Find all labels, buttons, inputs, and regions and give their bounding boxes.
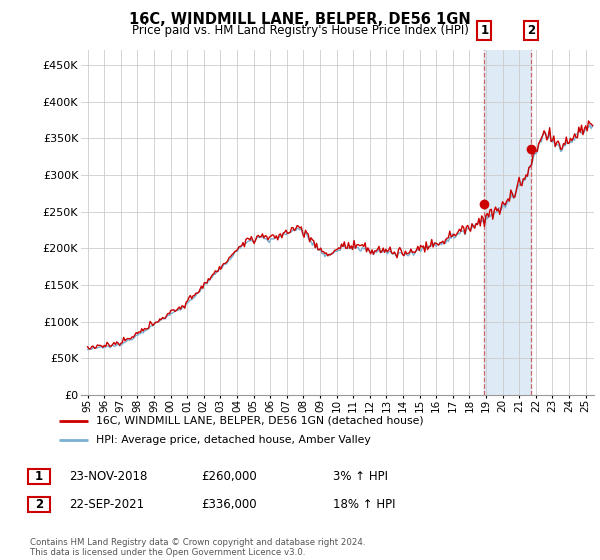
Text: 16C, WINDMILL LANE, BELPER, DE56 1GN (detached house): 16C, WINDMILL LANE, BELPER, DE56 1GN (de… <box>95 416 423 426</box>
Text: 1: 1 <box>35 470 43 483</box>
Text: HPI: Average price, detached house, Amber Valley: HPI: Average price, detached house, Ambe… <box>95 435 370 445</box>
Text: Contains HM Land Registry data © Crown copyright and database right 2024.
This d: Contains HM Land Registry data © Crown c… <box>30 538 365 557</box>
Text: 18% ↑ HPI: 18% ↑ HPI <box>333 498 395 511</box>
Text: 2: 2 <box>35 498 43 511</box>
Text: £260,000: £260,000 <box>201 470 257 483</box>
Bar <box>484 50 531 395</box>
Text: 2: 2 <box>527 24 535 36</box>
Text: 16C, WINDMILL LANE, BELPER, DE56 1GN: 16C, WINDMILL LANE, BELPER, DE56 1GN <box>129 12 471 27</box>
Text: Price paid vs. HM Land Registry's House Price Index (HPI): Price paid vs. HM Land Registry's House … <box>131 24 469 37</box>
Text: 23-NOV-2018: 23-NOV-2018 <box>69 470 148 483</box>
Text: £336,000: £336,000 <box>201 498 257 511</box>
Text: 22-SEP-2021: 22-SEP-2021 <box>69 498 144 511</box>
Text: 1: 1 <box>481 24 488 36</box>
Text: 3% ↑ HPI: 3% ↑ HPI <box>333 470 388 483</box>
